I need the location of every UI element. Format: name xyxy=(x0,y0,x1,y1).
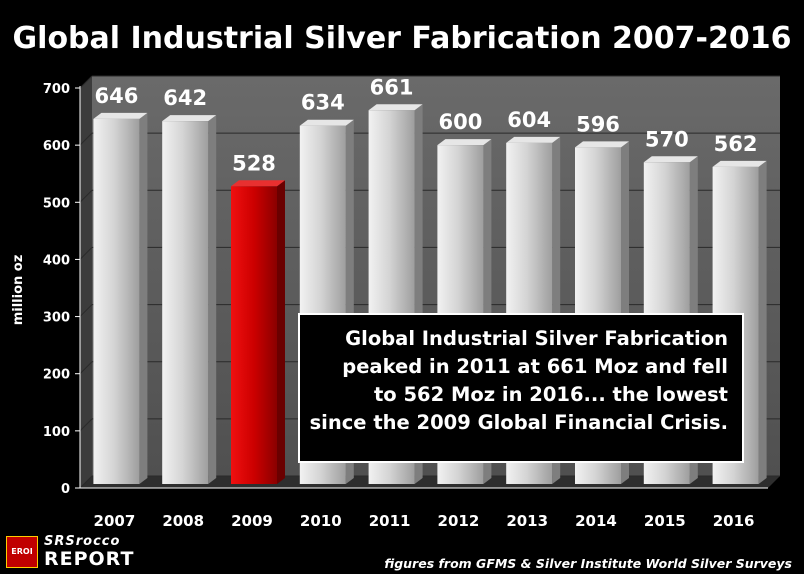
y-tick-label: 600 xyxy=(43,139,70,154)
y-axis-label: million oz xyxy=(11,255,26,326)
plot-side-wall xyxy=(80,76,92,488)
bar-top-2011 xyxy=(368,104,423,111)
x-tick-label-2008: 2008 xyxy=(162,512,204,530)
data-label-2015: 570 xyxy=(645,127,689,151)
bar-side-2016 xyxy=(758,160,767,484)
annotation-line: Global Industrial Silver Fabrication xyxy=(345,327,728,350)
bar-top-2012 xyxy=(437,139,492,146)
logo-line2: REPORT xyxy=(44,548,135,570)
gridline-side xyxy=(79,361,93,375)
x-tick-label-2016: 2016 xyxy=(713,512,755,530)
x-tick-label-2015: 2015 xyxy=(644,512,686,530)
bar-2007 xyxy=(93,118,140,484)
y-tick-label: 0 xyxy=(61,482,70,497)
logo-line1: SRSrocco xyxy=(44,534,121,549)
data-label-2014: 596 xyxy=(576,112,620,136)
x-tick-label-2011: 2011 xyxy=(369,512,411,530)
x-tick-label-2010: 2010 xyxy=(300,512,342,530)
bar-top-2016 xyxy=(712,160,767,167)
gridline-side xyxy=(79,304,93,317)
bar-top-2014 xyxy=(575,141,629,148)
annotation-line: peaked in 2011 at 661 Moz and fell xyxy=(342,355,728,378)
x-tick-label-2013: 2013 xyxy=(506,512,548,530)
y-tick-label: 700 xyxy=(43,82,70,97)
annotation-box: Global Industrial Silver Fabrication pea… xyxy=(298,313,744,463)
data-label-2007: 646 xyxy=(94,84,138,108)
gridline-side xyxy=(79,418,93,432)
logo-badge: EROI xyxy=(6,536,38,568)
x-tick-label-2007: 2007 xyxy=(94,512,136,530)
y-tick-label: 200 xyxy=(43,368,70,383)
chart-title: Global Industrial Silver Fabrication 200… xyxy=(13,21,792,56)
bar-top-2015 xyxy=(643,156,698,163)
gridline-side xyxy=(79,189,93,203)
data-label-2012: 600 xyxy=(438,110,482,134)
bar-2009 xyxy=(231,186,277,485)
bar-top-2009 xyxy=(231,180,285,187)
annotation-line: since the 2009 Global Financial Crisis. xyxy=(309,411,728,434)
gridline-side xyxy=(79,247,93,260)
data-label-2016: 562 xyxy=(714,132,758,156)
bar-top-2008 xyxy=(162,115,217,122)
data-label-2009: 528 xyxy=(232,151,276,175)
y-tick-label: 100 xyxy=(43,425,70,440)
x-tick-label-2014: 2014 xyxy=(575,512,617,530)
data-label-2011: 661 xyxy=(370,75,414,99)
bar-side-2007 xyxy=(139,112,148,484)
annotation-line: to 562 Moz in 2016... the lowest xyxy=(373,383,728,406)
x-tick-label-2009: 2009 xyxy=(231,512,273,530)
srsrocco-logo: EROI SRSrocco REPORT xyxy=(6,534,158,570)
y-tick-label: 300 xyxy=(43,311,70,326)
gridline-side xyxy=(79,132,93,146)
gridline-side xyxy=(79,75,93,89)
data-label-2008: 642 xyxy=(163,86,207,110)
bar-top-2007 xyxy=(93,112,148,119)
y-tick-label: 400 xyxy=(43,253,70,268)
bar-top-2010 xyxy=(299,119,354,126)
x-tick-label-2012: 2012 xyxy=(438,512,480,530)
source-note: figures from GFMS & Silver Institute Wor… xyxy=(384,556,792,571)
bar-side-2008 xyxy=(208,115,217,485)
bar-2008 xyxy=(162,121,209,485)
data-label-2013: 604 xyxy=(507,108,551,132)
data-label-2010: 634 xyxy=(301,91,345,115)
bar-top-2013 xyxy=(506,136,561,143)
gridline-side xyxy=(79,475,93,489)
y-tick-label: 500 xyxy=(43,196,70,211)
bar-side-2009 xyxy=(277,180,285,485)
